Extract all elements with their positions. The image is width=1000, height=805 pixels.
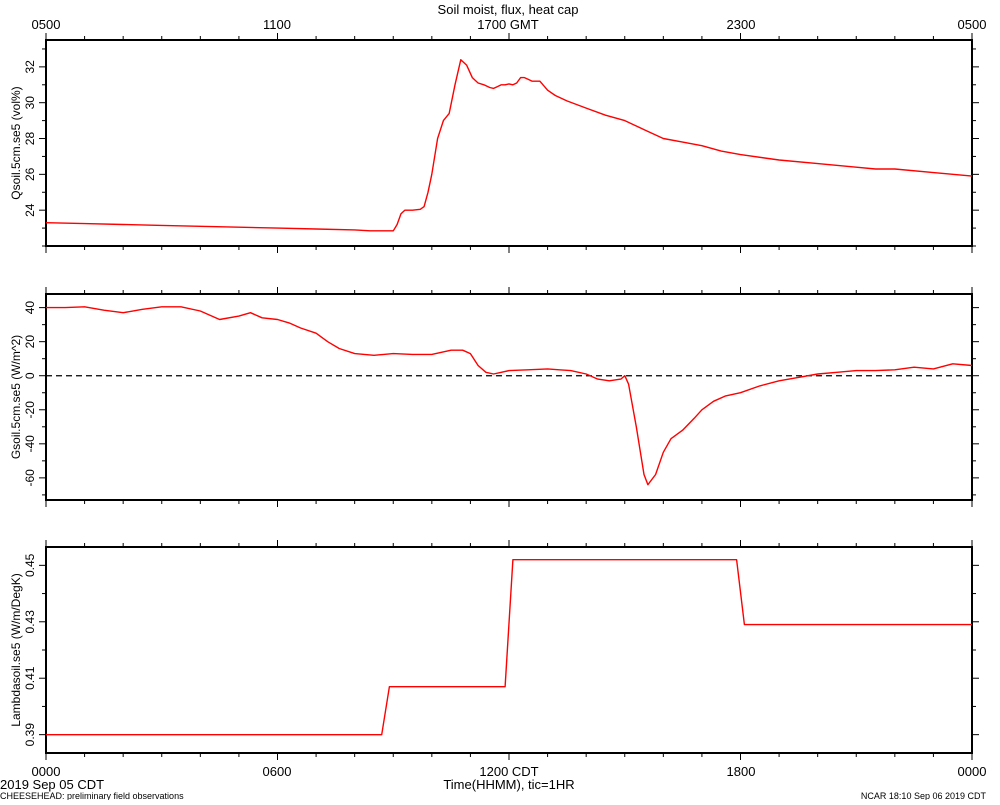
chart-title: Soil moist, flux, heat cap xyxy=(438,2,579,17)
bottom-tick-label: 0600 xyxy=(263,764,292,779)
bottom-tick-label: 0000 xyxy=(958,764,987,779)
y-tick-label: 0.39 xyxy=(23,723,37,747)
bottom-tick-label: 0000 xyxy=(32,764,61,779)
bottom-tick-label: 1200 CDT xyxy=(479,764,538,779)
plot-frame xyxy=(45,293,973,501)
y-tick-label: -20 xyxy=(23,401,37,419)
y-tick-label: 24 xyxy=(23,203,37,217)
y-tick-label: 32 xyxy=(23,60,37,74)
y-tick-label: -60 xyxy=(23,469,37,487)
plot-frame xyxy=(45,546,973,754)
bottom-axis-tick-labels: 0000 0600 1200 CDT 1800 0000 xyxy=(32,764,987,779)
y-tick-label: 30 xyxy=(23,96,37,110)
y-tick-label: 20 xyxy=(23,335,37,349)
top-tick-label: 2300 xyxy=(727,17,756,32)
y-tick-label: 0 xyxy=(23,372,37,379)
y-tick-label: 26 xyxy=(23,167,37,181)
plot-frame xyxy=(45,39,973,247)
series-line xyxy=(46,306,973,486)
y-tick-label: -40 xyxy=(23,435,37,453)
y-tick-label: 0.41 xyxy=(23,666,37,690)
y-axis-label: Gsoil.5cm.se5 (W/m^2) xyxy=(9,335,23,459)
y-tick-label: 40 xyxy=(23,301,37,315)
x-axis-label: Time(HHMM), tic=1HR xyxy=(443,777,574,792)
top-tick-label: 1700 GMT xyxy=(477,17,538,32)
y-tick-label: 0.45 xyxy=(23,553,37,577)
date-label: 2019 Sep 05 CDT xyxy=(0,777,104,792)
top-tick-label: 1100 xyxy=(263,17,291,32)
bottom-tick-label: 1800 xyxy=(727,764,756,779)
y-axis-label: Qsoil.5cm.se5 (vol%) xyxy=(9,86,23,199)
top-tick-label: 0500 xyxy=(32,17,61,32)
chart-panel: -60 -40 -20 0 20 40 Gsoil.5cm.se5 (W/m^2) xyxy=(9,287,979,507)
series-line xyxy=(45,59,973,232)
top-axis-tick-labels: 0500 1100 1700 GMT 2300 0500 xyxy=(32,17,987,32)
footer-right-text: NCAR 18:10 Sep 06 2019 CDT xyxy=(861,791,987,800)
footer-left-text: CHEESEHEAD: preliminary field observatio… xyxy=(0,791,184,800)
series-line xyxy=(46,559,972,736)
y-axis-label: Lambdasoil.se5 (W/m/DegK) xyxy=(9,573,23,726)
y-tick-label: 0.43 xyxy=(23,610,37,634)
top-tick-label: 0500 xyxy=(958,17,987,32)
y-tick-label: 28 xyxy=(23,132,37,146)
